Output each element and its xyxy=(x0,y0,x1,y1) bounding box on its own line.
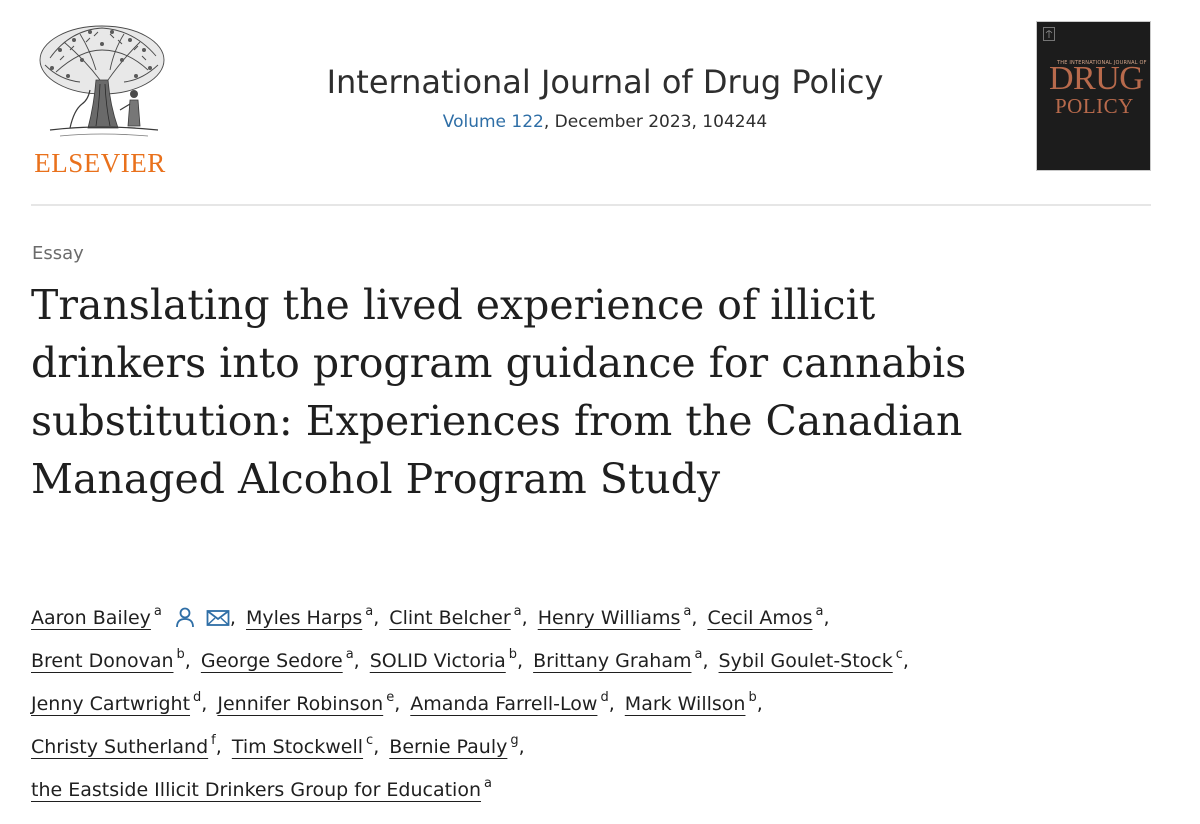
publisher-logo[interactable]: ELSEVIER xyxy=(30,20,170,178)
elsevier-tree-logo xyxy=(39,25,165,137)
affiliation-marker[interactable]: a xyxy=(153,604,162,619)
affiliation-marker[interactable]: d xyxy=(600,690,609,705)
journal-title[interactable]: International Journal of Drug Policy xyxy=(326,63,884,101)
affiliation-marker[interactable]: a xyxy=(683,604,692,619)
issue-details: , December 2023, 104244 xyxy=(543,112,768,132)
author[interactable]: Sybil Goulet-Stock c xyxy=(718,647,903,672)
author[interactable]: George Sedore a xyxy=(200,647,354,672)
affiliation-marker[interactable]: a xyxy=(345,647,354,662)
affiliation-marker[interactable]: c xyxy=(366,733,374,748)
journal-header: ELSEVIER International Journal of Drug P… xyxy=(0,0,1200,205)
cover-subtitle: THE INTERNATIONAL JOURNAL OF xyxy=(1057,60,1147,66)
author[interactable]: Clint Belcher a xyxy=(389,604,522,629)
affiliation-marker[interactable]: g xyxy=(510,733,519,748)
affiliation-marker[interactable]: a xyxy=(694,647,703,662)
journal-cover[interactable]: THE INTERNATIONAL JOURNAL OF DRUG POLICY xyxy=(1036,21,1151,171)
affiliation-marker[interactable]: b xyxy=(748,690,757,705)
author[interactable]: Brent Donovan b xyxy=(31,647,185,672)
author[interactable]: Bernie Pauly g xyxy=(389,733,519,758)
affiliation-marker[interactable]: f xyxy=(211,733,216,748)
cover-title-policy: POLICY xyxy=(1055,94,1134,118)
header-divider xyxy=(31,204,1151,206)
author[interactable]: Jenny Cartwright d xyxy=(31,690,202,715)
author-list: Aaron Bailey a, Myles Harps a, Clint Belch… xyxy=(31,597,1171,812)
author[interactable]: Henry Williams a xyxy=(537,604,692,629)
author[interactable]: the Eastside Illicit Drinkers Group for … xyxy=(31,776,492,801)
affiliation-marker[interactable]: b xyxy=(508,647,518,662)
elsevier-mark-icon xyxy=(1043,27,1055,41)
affiliation-marker[interactable]: e xyxy=(386,690,395,705)
envelope-icon[interactable] xyxy=(206,608,230,628)
journal-info: International Journal of Drug Policy Vol… xyxy=(200,60,1010,132)
title-line: Translating the lived experience of illi… xyxy=(31,281,876,329)
author-line: Brent Donovan b, George Sedore a, SOLID Vi… xyxy=(31,647,909,672)
journal-issue: Volume 122, December 2023, 104244 xyxy=(200,112,1010,132)
title-line: drinkers into program guidance for canna… xyxy=(31,339,967,387)
affiliation-marker[interactable]: a xyxy=(365,604,374,619)
title-line: substitution: Experiences from the Canad… xyxy=(31,397,963,445)
volume-link[interactable]: Volume 122 xyxy=(442,112,544,132)
author[interactable]: Jennifer Robinson e xyxy=(217,690,395,715)
author[interactable]: Myles Harps a xyxy=(245,604,374,629)
article-type: Essay xyxy=(32,243,84,264)
author[interactable]: Tim Stockwell c xyxy=(231,733,374,758)
author[interactable]: Brittany Graham a xyxy=(533,647,703,672)
author-line: the Eastside Illicit Drinkers Group for … xyxy=(31,769,1171,812)
author[interactable]: Christy Sutherland f xyxy=(31,733,216,758)
person-icon[interactable] xyxy=(174,606,196,628)
author[interactable]: Amanda Farrell-Low d xyxy=(410,690,609,715)
affiliation-marker[interactable]: a xyxy=(513,604,522,619)
affiliation-marker[interactable]: d xyxy=(193,690,202,705)
author[interactable]: Aaron Bailey a xyxy=(31,604,162,629)
affiliation-marker[interactable]: c xyxy=(895,647,903,662)
affiliation-marker[interactable]: a xyxy=(815,604,824,619)
affiliation-marker[interactable]: a xyxy=(484,776,492,791)
author[interactable]: Mark Willson b xyxy=(624,690,757,715)
author[interactable]: Cecil Amos a xyxy=(707,604,824,629)
affiliation-marker[interactable]: b xyxy=(176,647,185,662)
cover-title-drug: DRUG xyxy=(1049,60,1144,97)
author-line: Christy Sutherland f, Tim Stockwell c, Ber… xyxy=(31,733,525,758)
author[interactable]: SOLID Victoria b xyxy=(369,647,518,672)
article-title: Translating the lived experience of illi… xyxy=(31,276,1171,508)
title-line: Managed Alcohol Program Study xyxy=(31,455,721,503)
author-line: Aaron Bailey a, Myles Harps a, Clint Belch… xyxy=(31,604,830,629)
publisher-name: ELSEVIER xyxy=(34,148,166,178)
author-line: Jenny Cartwright d, Jennifer Robinson e, A… xyxy=(31,690,763,715)
